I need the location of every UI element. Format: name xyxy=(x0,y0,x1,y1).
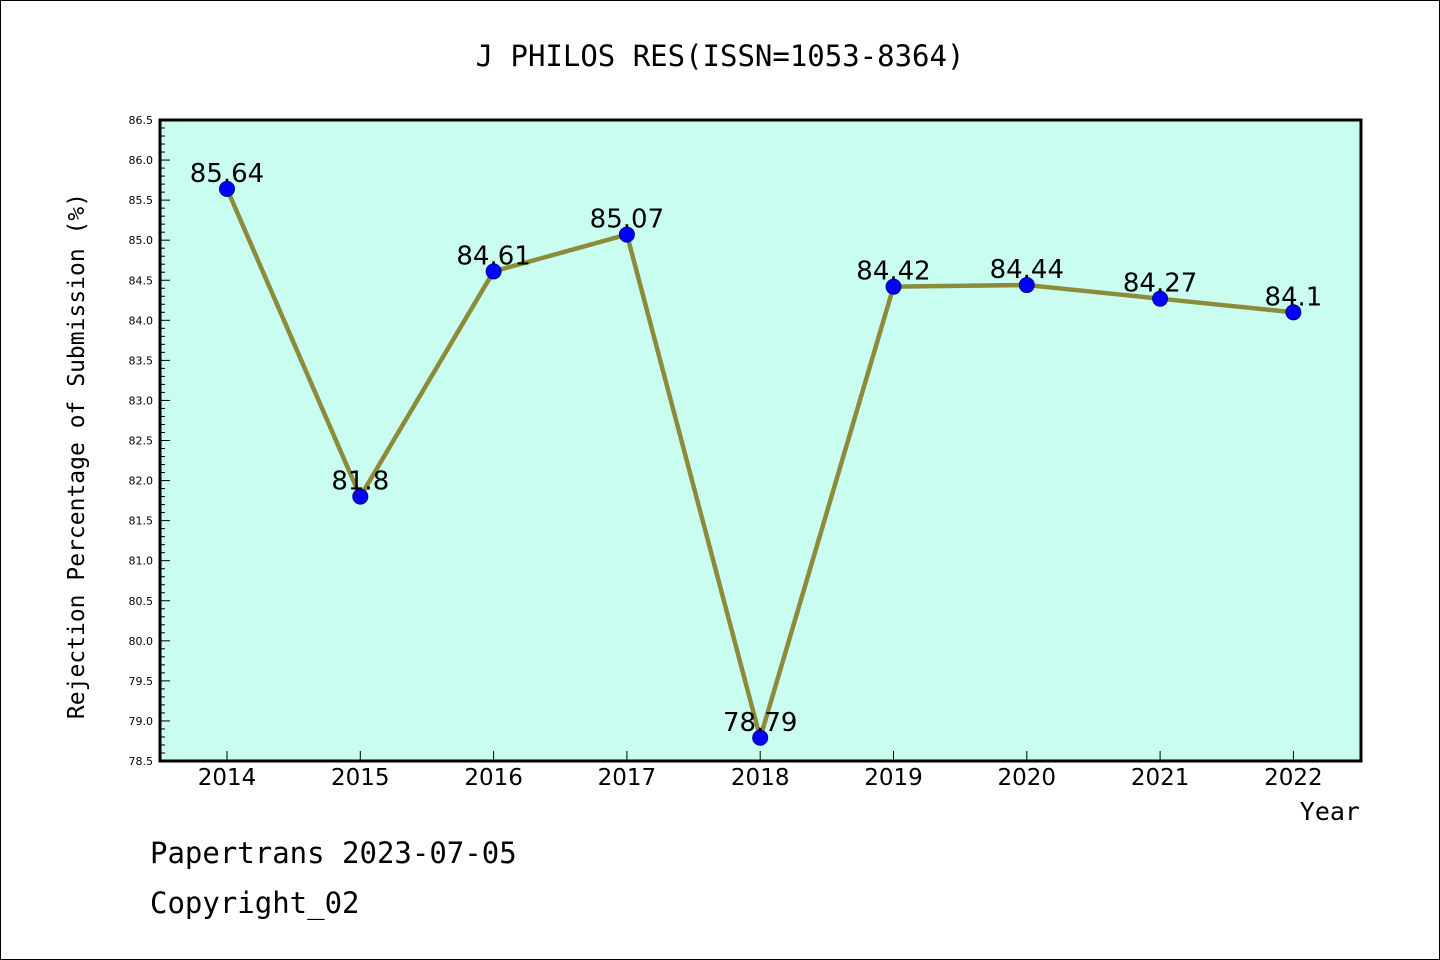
data-point-2021 xyxy=(1152,290,1169,307)
data-label-2020: 84.44 xyxy=(990,255,1064,285)
y-tick-label: 82.5 xyxy=(129,435,154,448)
data-point-2020 xyxy=(1018,277,1035,294)
data-label-2016: 84.61 xyxy=(456,241,530,271)
y-tick-label: 85.5 xyxy=(129,194,154,207)
data-label-2015: 81.8 xyxy=(331,467,389,497)
data-labels: 85.64 81.8 84.61 85.07 78.79 84.42 84.44 84.27 8… xyxy=(190,159,1323,738)
chart-title: J PHILOS RES(ISSN=1053-8364) xyxy=(476,39,965,73)
data-point-2017 xyxy=(618,226,635,243)
x-tick-label: 2021 xyxy=(1131,765,1190,791)
y-tick-label: 80.5 xyxy=(129,595,154,608)
y-tick-label: 81.5 xyxy=(129,515,154,528)
data-point-2019 xyxy=(885,278,902,295)
y-axis: 78.5 79.0 79.5 80.0 80.5 81.0 81.5 82.0 82.5 83.0… xyxy=(129,114,170,768)
data-point-2022 xyxy=(1285,304,1302,321)
x-tick-label: 2020 xyxy=(998,765,1057,791)
x-tick-label: 2015 xyxy=(331,765,390,791)
x-tick-label: 2016 xyxy=(464,765,523,791)
y-tick-label: 81.0 xyxy=(129,555,154,568)
y-tick-label: 84.0 xyxy=(129,314,154,327)
footer-copyright: Copyright_02 xyxy=(150,886,360,920)
x-tick-label: 2018 xyxy=(731,765,790,791)
y-tick-label: 86.0 xyxy=(129,154,154,167)
y-tick-label: 79.5 xyxy=(129,675,154,688)
data-point-2015 xyxy=(352,488,369,505)
y-axis-label: Rejection Percentage of Submission (%) xyxy=(64,193,90,719)
data-label-2022: 84.1 xyxy=(1264,282,1322,312)
data-label-2014: 85.64 xyxy=(190,159,264,189)
data-label-2018: 78.79 xyxy=(723,708,797,738)
data-label-2017: 85.07 xyxy=(590,205,664,235)
y-tick-label: 79.0 xyxy=(129,715,154,728)
y-tick-label: 83.5 xyxy=(129,354,154,367)
data-point-2016 xyxy=(485,263,502,280)
x-tick-label: 2019 xyxy=(864,765,923,791)
plot-area xyxy=(158,118,1363,763)
x-axis-label: Year xyxy=(1300,797,1360,826)
data-point-2014 xyxy=(219,180,235,197)
footer-date: Papertrans 2023-07-05 xyxy=(150,836,517,870)
x-tick-label: 2014 xyxy=(198,765,257,791)
y-tick-label: 82.0 xyxy=(129,475,154,488)
y-tick-label: 84.5 xyxy=(129,274,154,287)
y-tick-label: 83.0 xyxy=(129,394,154,407)
x-tick-label: 2022 xyxy=(1264,765,1323,791)
y-tick-label: 85.0 xyxy=(129,234,154,247)
y-tick-label: 78.5 xyxy=(129,755,154,768)
y-tick-label: 86.5 xyxy=(129,114,154,127)
series-markers xyxy=(219,180,1302,746)
x-axis: 2014 2015 2016 2017 2018 2019 2020 2021 2022 xyxy=(198,751,1323,791)
y-tick-label: 80.0 xyxy=(129,635,154,648)
data-label-2019: 84.42 xyxy=(856,257,930,287)
data-point-2018 xyxy=(752,729,769,746)
data-label-2021: 84.27 xyxy=(1123,269,1197,299)
x-tick-label: 2017 xyxy=(598,765,657,791)
